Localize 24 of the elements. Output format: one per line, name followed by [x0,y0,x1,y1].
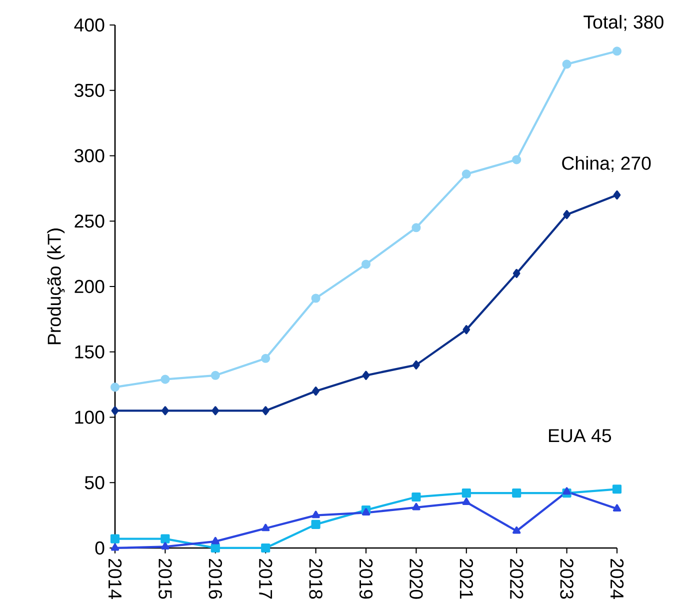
x-tick-label: 2020 [410,558,423,599]
annotation: Total; 380 [584,14,664,31]
y-tick-label: 400 [74,18,104,32]
x-tick-label: 2015 [158,558,172,599]
y-tick-label: 300 [74,149,104,162]
x-tick-label: 2014 [108,558,122,599]
x-tick-label: 2022 [510,558,524,599]
x-tick-label: 2018 [309,558,322,599]
annotation: China; 270 [562,156,651,172]
y-tick-label: 100 [75,410,104,424]
x-tick-label: 2021 [460,558,474,599]
x-tick-label: 2019 [359,558,373,599]
y-tick-label: 200 [74,280,104,294]
y-tick-label: 250 [74,214,104,228]
y-tick-label: 350 [74,84,104,97]
annotation: EUA 45 [549,429,612,442]
x-tick-label: 2023 [560,558,574,599]
y-tick-label: 150 [75,345,104,358]
y-axis-title: Produção (kT) [47,228,65,344]
x-tick-label: 2016 [208,558,222,599]
y-tick-label: 50 [84,476,104,490]
y-tick-label: 0 [95,541,104,555]
x-tick-label: 2017 [258,558,272,599]
x-tick-label: 2024 [610,558,624,599]
